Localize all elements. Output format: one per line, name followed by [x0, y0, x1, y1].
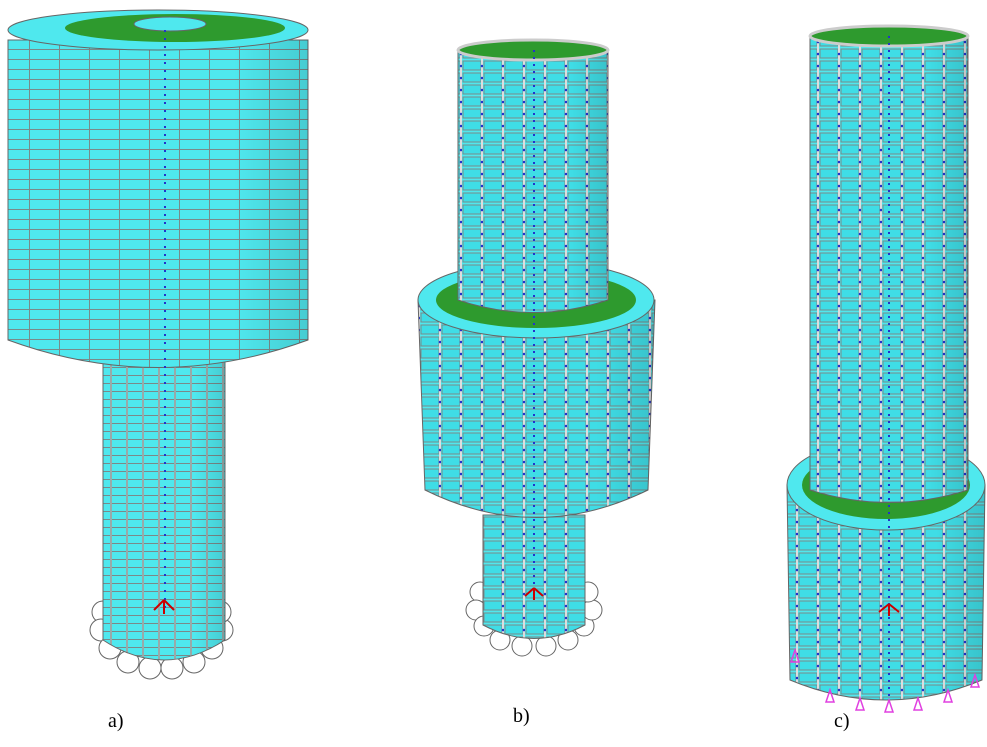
supports [789, 647, 981, 713]
panel-label: a) [108, 710, 124, 732]
tower-b [417, 38, 656, 657]
tower-a [7, 9, 309, 680]
support-rings [465, 581, 603, 657]
panel-label: c) [834, 710, 850, 732]
panel-label: b) [513, 705, 530, 727]
tower-c [786, 24, 986, 713]
